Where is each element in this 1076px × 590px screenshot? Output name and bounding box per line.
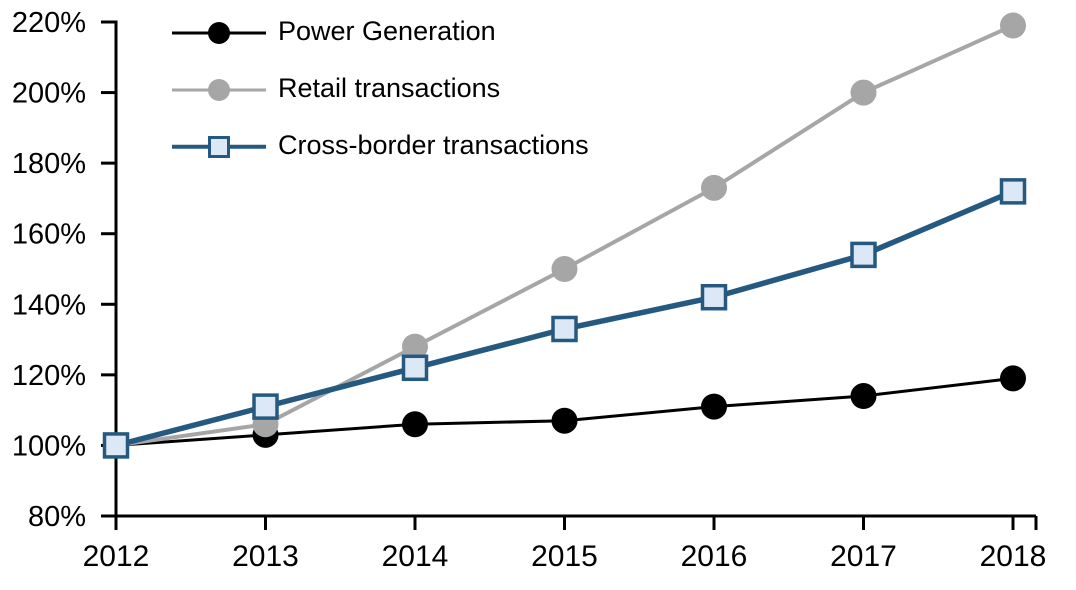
x-tick-label: 2012 bbox=[83, 540, 150, 573]
y-tick-label: 180% bbox=[12, 148, 86, 180]
circle-marker-icon bbox=[1000, 12, 1026, 39]
circle-marker-icon bbox=[402, 411, 428, 438]
x-tick-label: 2017 bbox=[830, 540, 897, 573]
square-marker-icon bbox=[999, 178, 1027, 205]
square-marker-icon bbox=[700, 283, 728, 311]
circle-marker-icon bbox=[850, 383, 877, 410]
legend-sample-cross-border-transactions bbox=[172, 132, 266, 162]
legend-label-retail-transactions: Retail transactions bbox=[278, 73, 501, 103]
legend-label-power-generation: Power Generation bbox=[278, 16, 496, 46]
y-tick-label: 220% bbox=[12, 7, 86, 39]
x-tick-label: 2013 bbox=[232, 540, 299, 573]
x-tick-label: 2014 bbox=[382, 540, 449, 573]
legend-sample-power-generation bbox=[172, 18, 266, 48]
circle-marker-icon bbox=[1000, 365, 1026, 392]
chart-legend: Power Generation Retail transactions Cro… bbox=[172, 4, 589, 175]
legend-sample-retail-transactions bbox=[172, 75, 266, 105]
x-tick-label: 2018 bbox=[980, 540, 1047, 573]
legend-item-cross-border-transactions: Cross-border transactions bbox=[172, 118, 589, 175]
square-marker-icon bbox=[252, 393, 279, 420]
y-axis: 80% 100% 120% 140% 160% 180% 200% 220% bbox=[12, 7, 118, 533]
square-marker-icon bbox=[102, 432, 130, 459]
circle-marker-icon bbox=[701, 393, 727, 420]
square-marker-icon bbox=[551, 315, 578, 343]
legend-square-marker-icon bbox=[208, 135, 230, 158]
legend-circle-marker-icon bbox=[208, 78, 230, 101]
legend-label-cross-border-transactions: Cross-border transactions bbox=[278, 130, 589, 160]
y-tick-label: 200% bbox=[12, 78, 86, 110]
x-tick-label: 2016 bbox=[681, 540, 748, 573]
y-tick-label: 80% bbox=[28, 501, 86, 533]
circle-marker-icon bbox=[402, 333, 428, 360]
circle-marker-icon bbox=[551, 407, 578, 434]
series-cross-border-transactions bbox=[102, 178, 1027, 459]
legend-item-power-generation: Power Generation bbox=[172, 4, 589, 61]
y-tick-label: 100% bbox=[12, 430, 86, 462]
square-marker-icon bbox=[850, 241, 877, 269]
legend-circle-marker-icon bbox=[208, 21, 230, 44]
y-tick-label: 120% bbox=[12, 360, 86, 392]
y-tick-label: 160% bbox=[12, 219, 86, 251]
square-marker-icon bbox=[401, 354, 429, 382]
circle-marker-icon bbox=[551, 256, 578, 282]
circle-marker-icon bbox=[701, 174, 727, 201]
x-tick-label: 2015 bbox=[531, 540, 598, 573]
y-tick-label: 140% bbox=[12, 289, 86, 321]
x-axis: 2012 2013 2014 2015 2016 2017 2018 bbox=[83, 514, 1047, 573]
legend-item-retail-transactions: Retail transactions bbox=[172, 61, 589, 118]
circle-marker-icon bbox=[850, 79, 877, 106]
